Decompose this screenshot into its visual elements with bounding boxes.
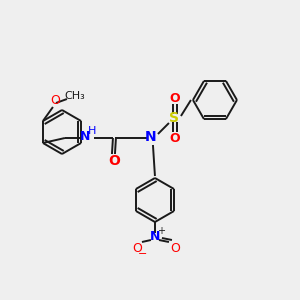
Text: O: O	[132, 242, 142, 254]
Text: O: O	[169, 92, 180, 104]
Text: N: N	[150, 230, 160, 244]
Text: CH₃: CH₃	[64, 91, 85, 101]
Text: −: −	[138, 249, 148, 259]
Text: O: O	[169, 131, 180, 145]
Text: O: O	[50, 94, 60, 107]
Text: S: S	[169, 111, 179, 125]
Text: N: N	[80, 130, 90, 143]
Text: O: O	[170, 242, 180, 254]
Text: O: O	[108, 154, 120, 168]
Text: H: H	[88, 126, 96, 136]
Text: +: +	[157, 226, 165, 236]
Text: N: N	[145, 130, 157, 144]
